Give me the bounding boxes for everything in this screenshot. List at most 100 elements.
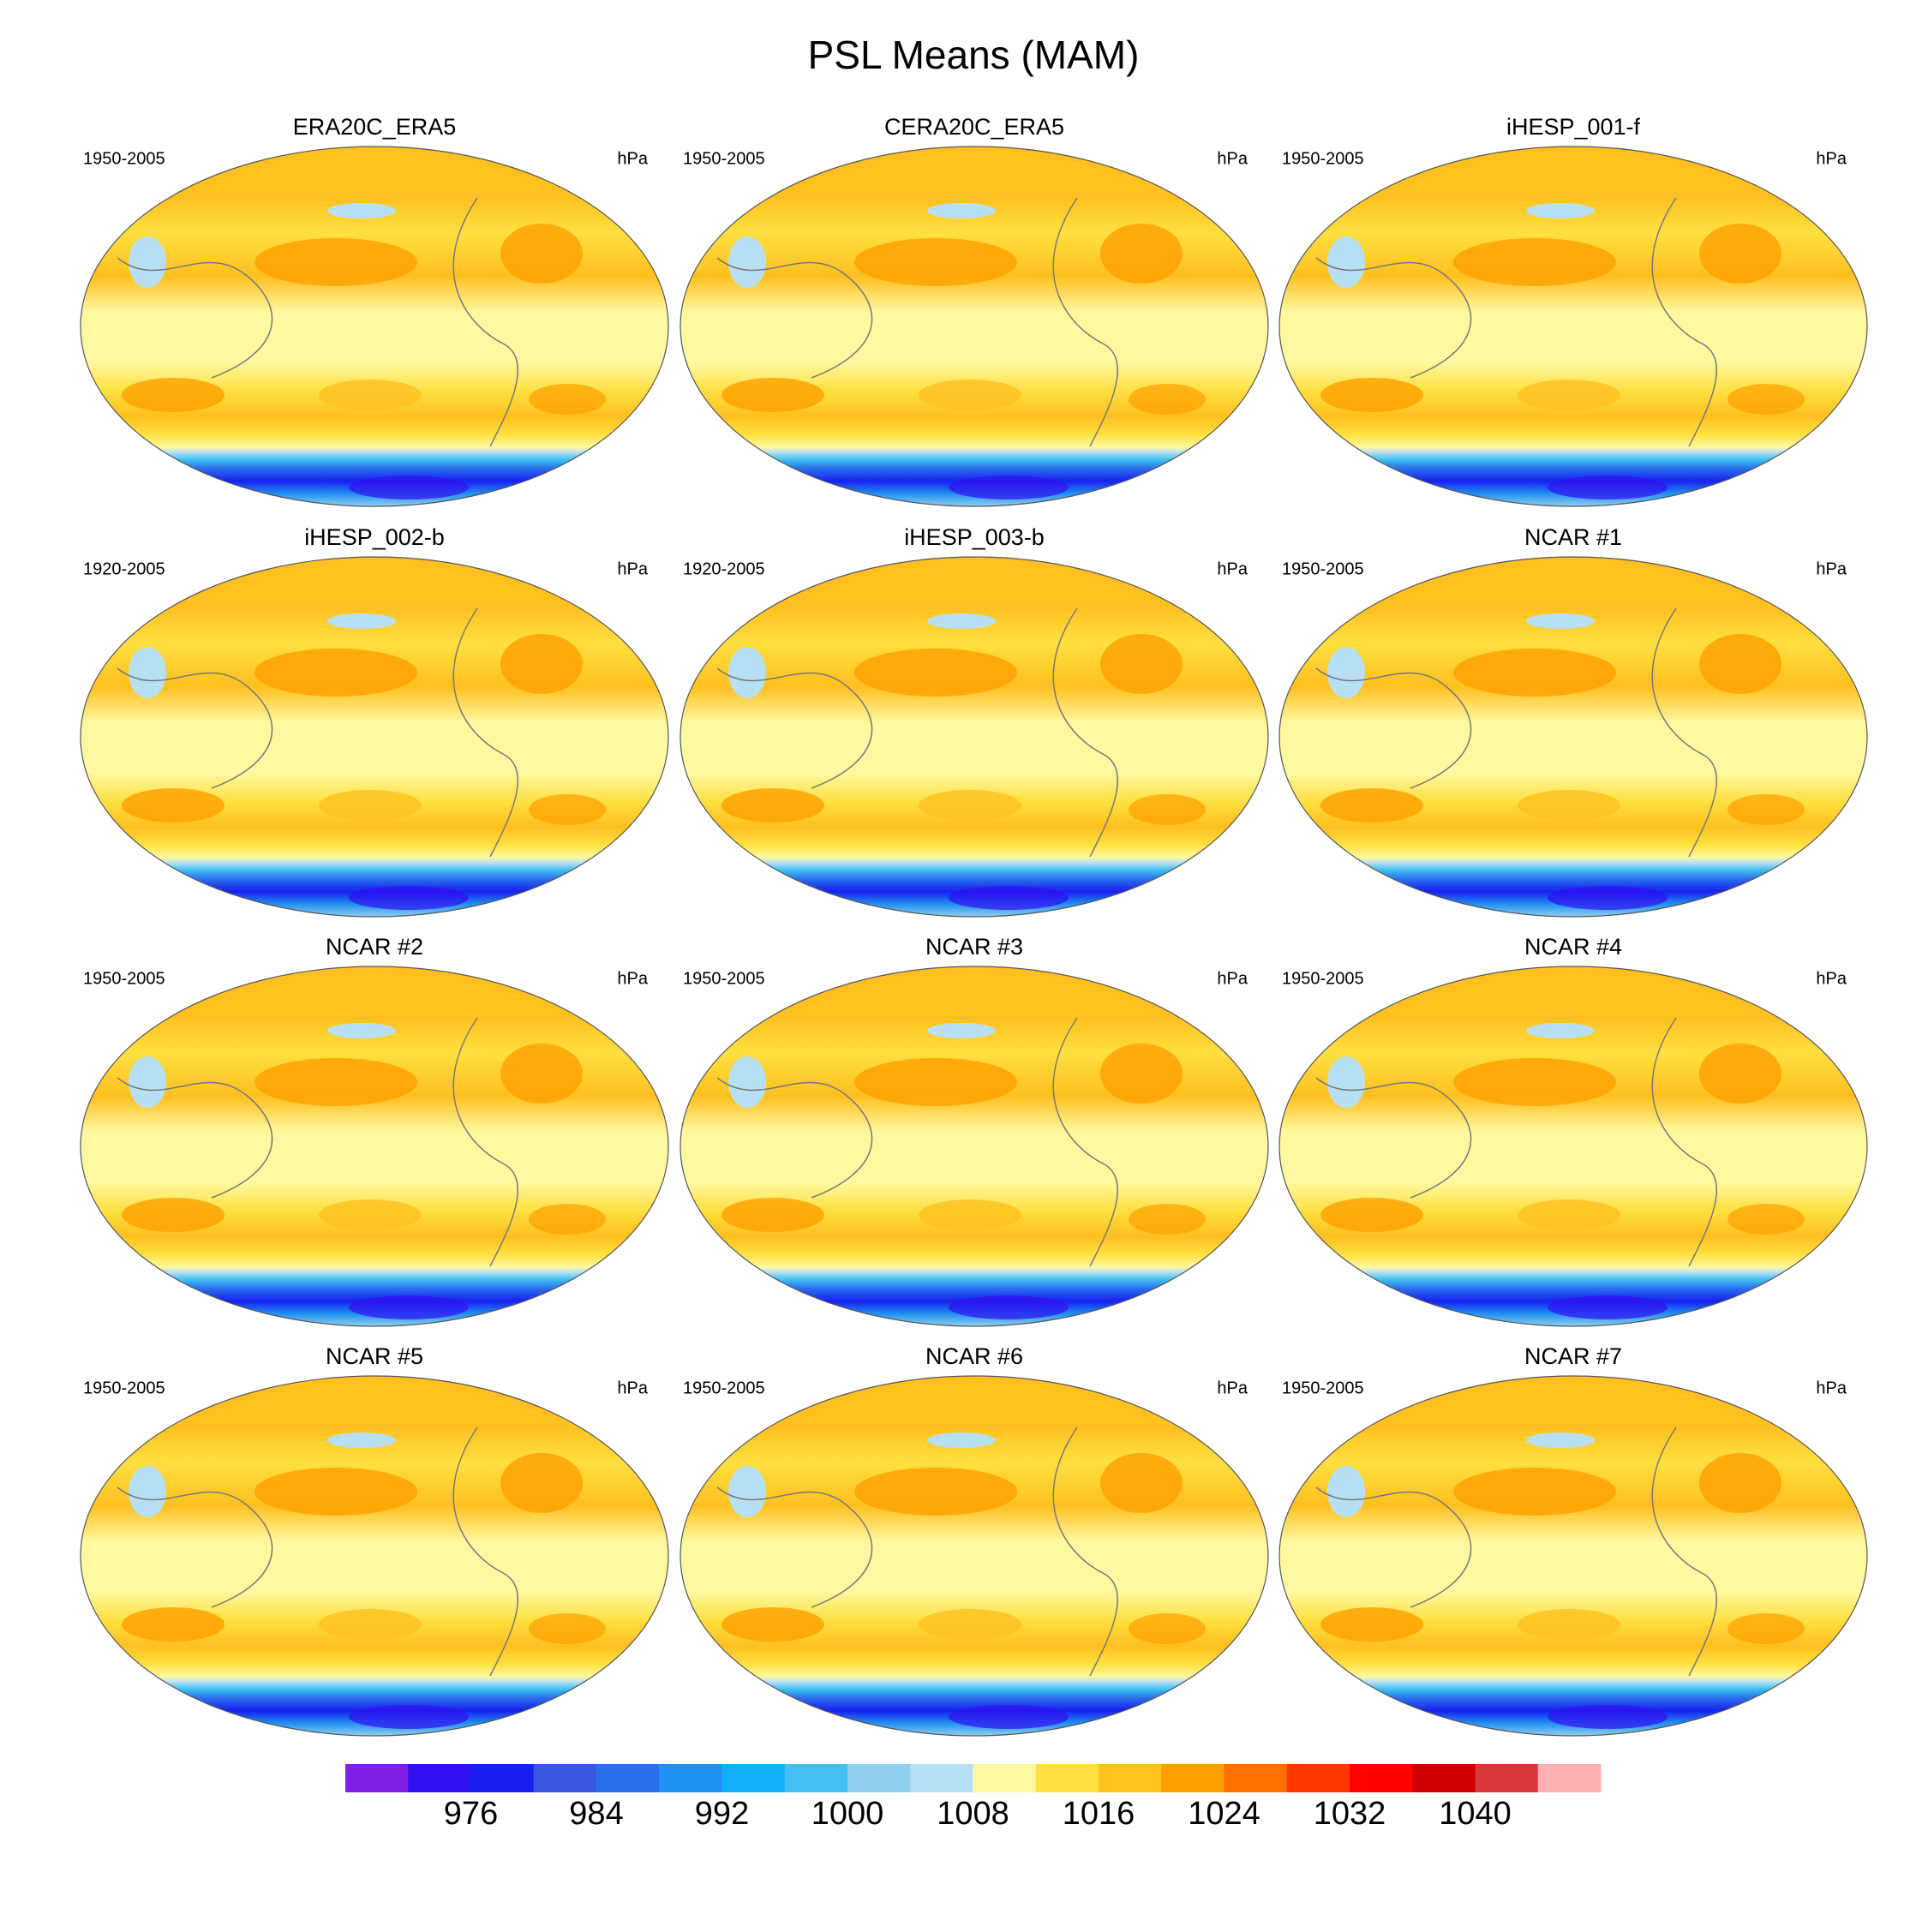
map-border [1278,146,1868,507]
map-border [80,966,669,1327]
coastline [117,1077,273,1199]
map-panel: NCAR #1 1950-2005 hPa [1278,524,1868,918]
colorbar-box [1224,1764,1288,1792]
colorbar-box [596,1764,660,1792]
colorbar-box [470,1764,535,1792]
low-cell [327,1433,396,1448]
high-cell [500,1453,583,1513]
panel-units: hPa [617,149,648,168]
low-cell [949,476,1069,499]
low-cell [129,1056,166,1108]
colorbar-box [1286,1764,1350,1792]
coastline [1651,1427,1718,1677]
high-cell [1727,384,1805,415]
colorbar-tick-label: 1000 [811,1796,884,1832]
map-border [80,1375,669,1737]
coastline [1315,1077,1472,1199]
map-field [81,557,668,917]
low-cell [728,236,766,288]
high-cell [919,790,1021,821]
low-cell [927,1433,996,1448]
field-bands [680,147,1268,506]
low-cell [349,1705,469,1729]
map-panel: NCAR #4 1950-2005 hPa [1278,934,1868,1327]
panel-title: NCAR #5 [326,1343,423,1369]
colorbar-box [1350,1764,1413,1792]
map-panel: iHESP_001-f 1950-2005 hPa [1278,114,1868,507]
high-cell [1129,794,1206,825]
coastline [117,667,273,789]
low-cell [1526,1023,1595,1038]
high-cell [854,1058,1017,1106]
coastline [452,1017,519,1267]
map-field [680,1376,1268,1736]
panel-period: 1950-2005 [1282,969,1364,988]
panel-title: NCAR #4 [1524,934,1622,960]
coastline [452,1427,519,1677]
low-cell [1548,1705,1668,1729]
high-cell [722,1198,824,1232]
panel-title: CERA20C_ERA5 [884,114,1064,140]
high-cell [1129,1613,1206,1644]
colorbar-box [345,1764,409,1792]
high-cell [919,1199,1021,1230]
low-cell [949,886,1069,910]
coastline [1052,1017,1119,1267]
high-cell [1518,380,1620,410]
coastline [1651,607,1718,858]
panel-units: hPa [1816,559,1847,578]
high-cell [529,1613,606,1644]
high-cell [1727,794,1805,825]
high-cell [500,224,583,284]
colorbar-tick-label: 992 [695,1796,749,1832]
figure-title: PSL Means (MAM) [808,33,1140,77]
low-cell [927,203,996,218]
field-bands [680,966,1268,1326]
map-panel: iHESP_003-b 1920-2005 hPa [680,524,1269,918]
low-cell [728,647,766,698]
colorbar-box [1475,1764,1539,1792]
map-panel: ERA20C_ERA5 1950-2005 hPa [80,114,669,507]
field-bands [1279,966,1867,1326]
high-cell [1100,1044,1183,1104]
panel-units: hPa [617,969,648,988]
field-bands [81,557,668,917]
high-cell [919,380,1021,410]
coastline [716,257,873,379]
high-cell [319,380,422,410]
high-cell [722,788,824,822]
high-cell [1699,1453,1781,1513]
high-cell [1129,384,1206,415]
field-bands [680,1376,1268,1736]
coastline [1052,197,1119,447]
panel-period: 1950-2005 [83,969,165,988]
coastline [1651,197,1718,447]
panel-period: 1950-2005 [683,969,765,988]
map-panel: CERA20C_ERA5 1950-2005 hPa [680,114,1269,507]
high-cell [500,634,583,694]
coastline [1651,1017,1718,1267]
colorbar: 976 984 992 1000 1008 1016 1024 1032 1040 [345,1764,1602,1832]
colorbar-box [659,1764,722,1792]
panel-title: ERA20C_ERA5 [293,114,457,140]
panel-title: NCAR #2 [326,934,423,960]
map-border [680,1375,1269,1737]
high-cell [122,378,225,412]
low-cell [129,236,166,288]
colorbar-tick-label: 1032 [1314,1796,1386,1832]
low-cell [327,203,396,218]
map-field [1279,147,1867,506]
low-cell [1327,236,1365,288]
map-border [680,146,1269,507]
high-cell [254,1468,417,1516]
panel-period: 1920-2005 [83,559,165,578]
coastline [1052,607,1119,858]
panel-title: iHESP_003-b [904,524,1045,550]
low-cell [1548,886,1668,910]
high-cell [1320,788,1423,822]
high-cell [854,1468,1017,1516]
high-cell [1699,634,1781,694]
colorbar-tick-label: 1024 [1188,1796,1260,1832]
low-cell [728,1466,766,1517]
